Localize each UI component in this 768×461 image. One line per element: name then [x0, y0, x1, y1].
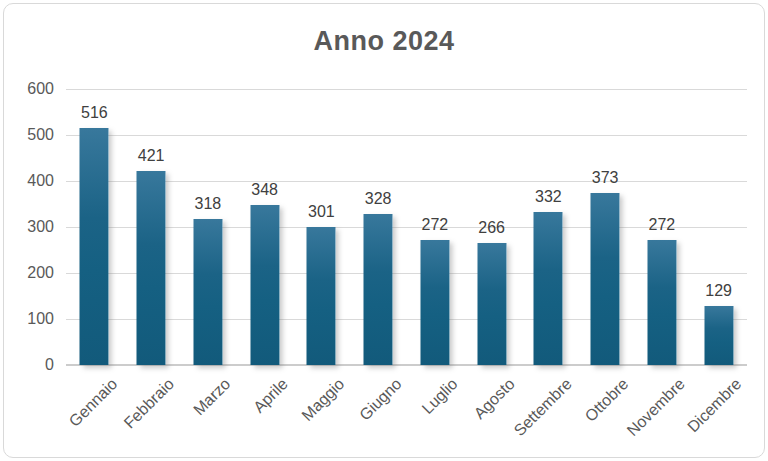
bar-column-gennaio: 516 [66, 89, 123, 365]
data-label-febbraio: 421 [138, 148, 165, 164]
x-tick-label-gennaio: Gennaio [66, 375, 122, 431]
y-tick-label-600: 600 [10, 81, 54, 97]
chart-frame: Anno 2024 0 100 200 300 400 500 600 516 421 318 3… [3, 3, 765, 458]
bar-febbraio [137, 171, 166, 365]
data-label-gennaio: 516 [81, 105, 108, 121]
plot-area: 516 421 318 348 301 328 272 266 332 373 272 129 [66, 89, 747, 365]
bar-column-luglio: 272 [407, 89, 464, 365]
x-tick-label-marzo: Marzo [190, 375, 234, 419]
x-tick-label-agosto: Agosto [470, 375, 518, 423]
data-label-settembre: 332 [535, 189, 562, 205]
x-tick-label-febbraio: Febbraio [120, 375, 177, 432]
chart-title: Anno 2024 [4, 26, 764, 57]
x-tick-label-settembre: Settembre [510, 375, 575, 440]
y-tick-label-500: 500 [10, 127, 54, 143]
bar-settembre [534, 212, 563, 365]
data-label-dicembre: 129 [705, 283, 732, 299]
bar-column-ottobre: 373 [577, 89, 634, 365]
y-tick-label-0: 0 [10, 357, 54, 373]
bar-column-marzo: 318 [180, 89, 237, 365]
bar-giugno [364, 214, 393, 365]
data-label-marzo: 318 [195, 196, 222, 212]
bar-column-novembre: 272 [634, 89, 691, 365]
x-tick-label-novembre: Novembre [624, 375, 689, 440]
bar-dicembre [704, 306, 733, 365]
bar-ottobre [591, 193, 620, 365]
y-axis: 0100200300400500600 [10, 89, 54, 365]
x-tick-label-maggio: Maggio [298, 375, 348, 425]
x-tick-label-luglio: Luglio [419, 375, 462, 418]
bar-series: 516 421 318 348 301 328 272 266 332 373 272 129 [66, 89, 747, 365]
bar-marzo [193, 219, 222, 365]
x-tick-label-aprile: Aprile [250, 375, 292, 417]
data-label-novembre: 272 [649, 217, 676, 233]
x-axis: GennaioFebbraio Marzo AprileMaggioGiugno Lu… [66, 365, 747, 461]
y-tick-label-100: 100 [10, 311, 54, 327]
data-label-giugno: 328 [365, 191, 392, 207]
bar-column-febbraio: 421 [123, 89, 180, 365]
bar-aprile [250, 205, 279, 365]
x-tick-label-ottobre: Ottobre [581, 375, 631, 425]
data-label-luglio: 272 [422, 217, 449, 233]
x-tick-label-dicembre: Dicembre [684, 375, 745, 436]
bar-column-agosto: 266 [463, 89, 520, 365]
bar-gennaio [80, 128, 109, 365]
bar-column-settembre: 332 [520, 89, 577, 365]
bar-column-maggio: 301 [293, 89, 350, 365]
data-label-maggio: 301 [308, 204, 335, 220]
data-label-ottobre: 373 [592, 170, 619, 186]
bar-luglio [420, 240, 449, 365]
bar-column-dicembre: 129 [690, 89, 747, 365]
y-tick-label-200: 200 [10, 265, 54, 281]
bar-maggio [307, 227, 336, 365]
y-tick-label-300: 300 [10, 219, 54, 235]
data-label-agosto: 266 [478, 220, 505, 236]
bar-novembre [647, 240, 676, 365]
bar-agosto [477, 243, 506, 365]
x-tick-label-giugno: Giugno [356, 375, 405, 424]
data-label-aprile: 348 [251, 182, 278, 198]
bar-column-aprile: 348 [236, 89, 293, 365]
y-tick-label-400: 400 [10, 173, 54, 189]
bar-column-giugno: 328 [350, 89, 407, 365]
